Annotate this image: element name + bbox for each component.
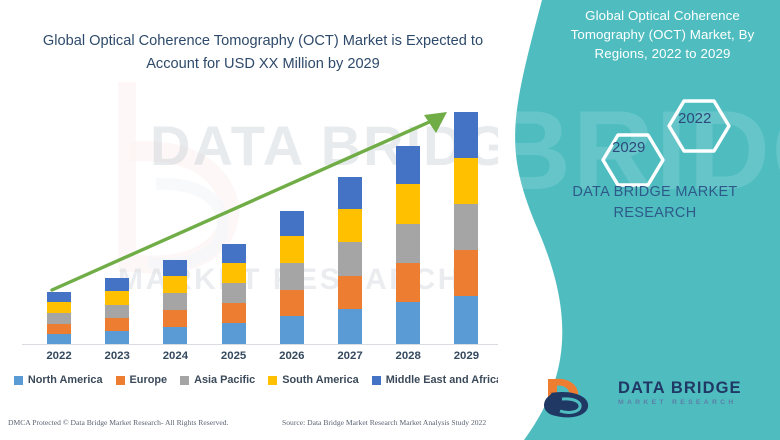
bar-segment-europe bbox=[105, 318, 130, 331]
x-tick-label-2029: 2029 bbox=[453, 350, 480, 362]
bar-segment-north-america bbox=[454, 296, 479, 344]
legend-label: South America bbox=[282, 374, 359, 386]
right-panel-title: Global Optical Coherence Tomography (OCT… bbox=[570, 8, 755, 61]
footer-source: Source: Data Bridge Market Research Mark… bbox=[282, 418, 487, 427]
bar-segment-south-america bbox=[338, 209, 362, 242]
legend-item-europe[interactable]: Europe bbox=[115, 374, 168, 386]
bar-segment-north-america bbox=[338, 309, 362, 344]
bar-segment-asia-pacific bbox=[338, 242, 362, 276]
right-panel-watermark: BRIDGE bbox=[498, 88, 780, 213]
logo-text: DATA BRIDGE MARKET RESEARCH bbox=[618, 379, 742, 409]
legend-label: Europe bbox=[129, 374, 168, 386]
bar-2023 bbox=[105, 278, 130, 344]
bar-segment-south-america bbox=[105, 291, 130, 305]
chart-title: Global Optical Coherence Tomography (OCT… bbox=[42, 33, 484, 72]
chart-legend: North America Europe Asia Pacific South Ame… bbox=[0, 374, 516, 386]
logo-secondary-text: MARKET RESEARCH bbox=[618, 399, 737, 406]
bar-segment-south-america bbox=[454, 158, 479, 204]
legend-swatch-icon bbox=[268, 375, 278, 385]
legend-swatch-icon bbox=[13, 375, 23, 385]
hexagon-group: 2029 2022 bbox=[588, 95, 758, 195]
bar-segment-europe bbox=[163, 310, 188, 327]
bar-segment-north-america bbox=[163, 327, 188, 344]
bar-segment-asia-pacific bbox=[163, 293, 188, 310]
legend-item-middle-east-and-africa[interactable]: Middle East and Africa bbox=[371, 374, 503, 386]
bar-segment-europe bbox=[47, 324, 71, 334]
bar-segment-europe bbox=[396, 263, 421, 302]
bar-segment-asia-pacific bbox=[47, 313, 71, 324]
bar-segment-north-america bbox=[105, 331, 130, 344]
legend-swatch-icon bbox=[371, 375, 381, 385]
bar-segment-asia-pacific bbox=[454, 204, 479, 250]
x-tick-label-2023: 2023 bbox=[104, 350, 130, 362]
bar-2022 bbox=[47, 292, 71, 344]
bar-segment-north-america bbox=[47, 334, 71, 344]
x-tick-label-2022: 2022 bbox=[46, 350, 72, 362]
legend-swatch-icon bbox=[115, 375, 125, 385]
bar-segment-south-america bbox=[47, 302, 71, 313]
bar-segment-middle-east-and-africa bbox=[454, 112, 479, 158]
footer-copyright: DMCA Protected © Data Bridge Market Rese… bbox=[8, 418, 229, 427]
logo-primary-text: DATA BRIDGE bbox=[618, 379, 742, 397]
right-panel: BRIDGE Global Optical Coherence Tomograp… bbox=[498, 0, 780, 440]
bar-2029 bbox=[454, 112, 479, 344]
bar-segment-europe bbox=[338, 276, 362, 309]
bar-2025 bbox=[221, 244, 246, 344]
bar-segment-asia-pacific bbox=[105, 305, 130, 318]
x-tick-label-2028: 2028 bbox=[395, 350, 421, 362]
bar-segment-north-america bbox=[279, 316, 304, 344]
legend-item-north-america[interactable]: North America bbox=[13, 374, 103, 386]
x-axis-line bbox=[22, 344, 512, 345]
bar-segment-south-america bbox=[221, 263, 246, 283]
chart-area: DATA BRIDGE MARKET RESEARCH Global Optic… bbox=[0, 33, 549, 427]
bar-segment-asia-pacific bbox=[221, 283, 246, 303]
legend-label: Middle East and Africa bbox=[385, 374, 503, 386]
bar-segment-europe bbox=[279, 290, 304, 316]
bar-2024 bbox=[163, 260, 188, 344]
x-tick-label-2027: 2027 bbox=[337, 350, 363, 362]
bar-segment-middle-east-and-africa bbox=[279, 211, 304, 236]
bar-2027 bbox=[338, 177, 362, 344]
bar-segment-north-america bbox=[221, 323, 246, 344]
x-tick-label-2024: 2024 bbox=[162, 350, 189, 362]
panel-curve-divider bbox=[498, 0, 563, 440]
bar-2026 bbox=[279, 211, 304, 344]
watermark-data-bridge: DATA BRIDGE bbox=[150, 114, 551, 177]
bar-2028 bbox=[396, 146, 421, 344]
bar-segment-middle-east-and-africa bbox=[221, 244, 246, 263]
bar-segment-asia-pacific bbox=[396, 224, 421, 263]
bar-segment-south-america bbox=[163, 276, 188, 293]
hexagon-label-2029: 2029 bbox=[612, 139, 646, 156]
logo-mark-icon bbox=[544, 378, 589, 418]
legend-item-asia-pacific[interactable]: Asia Pacific bbox=[180, 374, 255, 386]
bar-segment-south-america bbox=[279, 236, 304, 263]
x-tick-label-2025: 2025 bbox=[220, 350, 247, 362]
legend-swatch-icon bbox=[180, 375, 190, 385]
footer: DMCA Protected © Data Bridge Market Rese… bbox=[0, 416, 520, 440]
bar-segment-north-america bbox=[396, 302, 421, 344]
bar-segment-europe bbox=[221, 303, 246, 323]
bar-segment-middle-east-and-africa bbox=[163, 260, 188, 276]
legend-item-south-america[interactable]: South America bbox=[268, 374, 359, 386]
x-tick-label-2026: 2026 bbox=[279, 350, 305, 362]
bar-segment-middle-east-and-africa bbox=[47, 292, 71, 302]
bar-segment-south-america bbox=[396, 184, 421, 224]
company-logo: DATA BRIDGE MARKET RESEARCH bbox=[540, 375, 770, 423]
hexagon-label-2022: 2022 bbox=[678, 110, 712, 127]
brand-name-text: DATA BRIDGE MARKET RESEARCH bbox=[572, 184, 738, 221]
bar-segment-asia-pacific bbox=[279, 263, 304, 290]
bar-segment-middle-east-and-africa bbox=[105, 278, 130, 291]
bar-segment-europe bbox=[454, 250, 479, 296]
bar-segment-middle-east-and-africa bbox=[338, 177, 362, 209]
legend-label: Asia Pacific bbox=[194, 374, 256, 386]
bar-segment-middle-east-and-africa bbox=[396, 146, 421, 184]
trend-arrow-icon bbox=[50, 112, 447, 292]
legend-label: North America bbox=[27, 374, 103, 386]
